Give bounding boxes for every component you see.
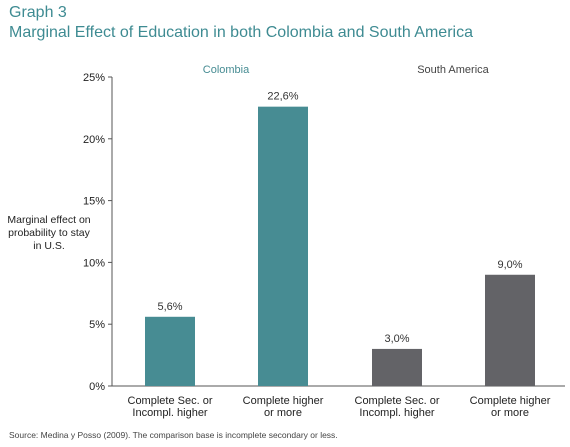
x-tick-label: Complete Sec. or bbox=[128, 395, 213, 407]
chart-title: Graph 3 bbox=[9, 4, 67, 21]
y-tick-label: 5% bbox=[89, 319, 105, 331]
y-tick-label: 15% bbox=[83, 196, 105, 208]
bar-value-label: 3,0% bbox=[384, 333, 409, 345]
x-tick-label: or more bbox=[491, 407, 529, 419]
source-note: Source: Medina y Posso (2009). The compa… bbox=[9, 430, 338, 440]
y-tick-label: 10% bbox=[83, 257, 105, 269]
bar bbox=[145, 316, 195, 386]
y-axis-label: Marginal effect on probability to stay i… bbox=[7, 214, 91, 252]
y-tick-label: 25% bbox=[83, 72, 105, 84]
x-tick-label: Complete Sec. or bbox=[355, 395, 440, 407]
bar bbox=[372, 348, 422, 386]
bar-value-label: 22,6% bbox=[267, 91, 298, 103]
y-tick-label: 20% bbox=[83, 134, 105, 146]
bar-value-label: 5,6% bbox=[157, 301, 182, 313]
y-tick-label: 0% bbox=[89, 381, 105, 393]
bar bbox=[485, 274, 535, 386]
group-label: South America bbox=[417, 64, 489, 76]
x-tick-label: Incompl. higher bbox=[359, 407, 435, 419]
x-tick-label: or more bbox=[264, 407, 302, 419]
chart-subtitle: Marginal Effect of Education in both Col… bbox=[9, 24, 473, 41]
group-label: Colombia bbox=[203, 64, 250, 76]
bar bbox=[258, 106, 308, 386]
x-tick-label: Complete higher bbox=[243, 395, 324, 407]
bar-value-label: 9,0% bbox=[497, 259, 522, 271]
x-tick-label: Complete higher bbox=[470, 395, 551, 407]
x-tick-label: Incompl. higher bbox=[132, 407, 208, 419]
